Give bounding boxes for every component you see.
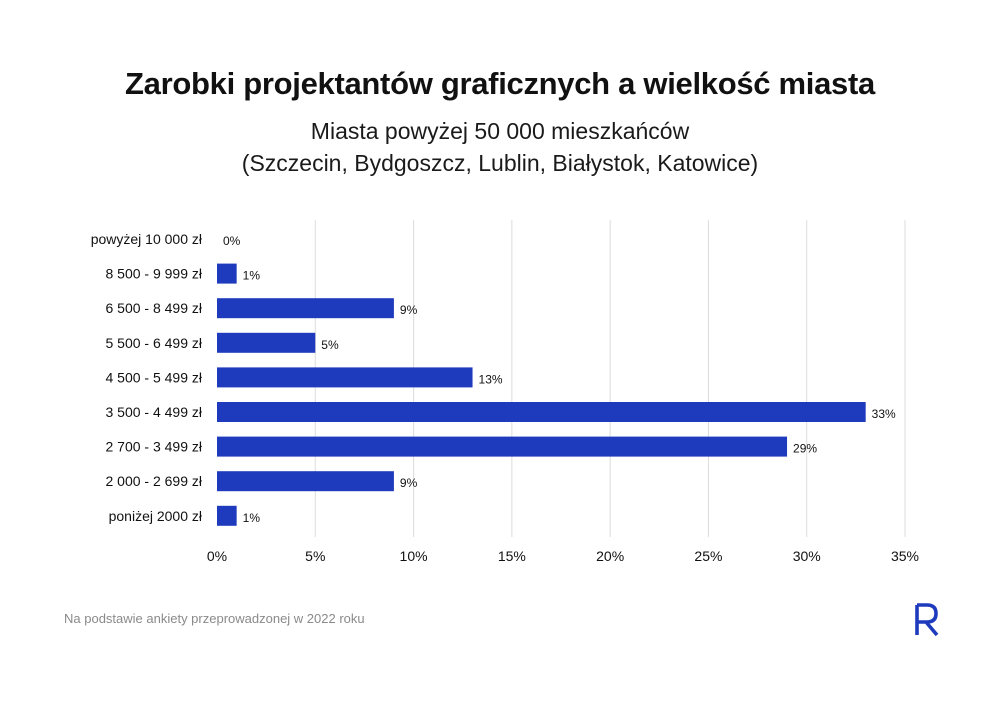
data-label: 33% xyxy=(872,407,896,421)
chart-title: Zarobki projektantów graficznych a wielk… xyxy=(125,66,875,101)
bar xyxy=(217,263,237,284)
bar xyxy=(217,436,788,457)
category-label: 4 500 - 5 499 zł xyxy=(105,369,202,385)
category-label: 2 700 - 3 499 zł xyxy=(105,439,202,455)
category-label: 5 500 - 6 499 zł xyxy=(105,335,202,351)
x-tick-label: 0% xyxy=(207,548,227,564)
x-tick-label: 5% xyxy=(305,548,325,564)
category-label: poniżej 2000 zł xyxy=(109,508,203,524)
bar xyxy=(217,298,394,319)
x-tick-label: 10% xyxy=(400,548,428,564)
x-tick-label: 25% xyxy=(694,548,722,564)
source-footnote: Na podstawie ankiety przeprowadzonej w 2… xyxy=(64,611,365,626)
category-label: 2 000 - 2 699 zł xyxy=(105,473,202,489)
data-label: 0% xyxy=(223,234,241,248)
r-letter-logo-icon xyxy=(915,603,939,637)
chart-subtitle-line2: (Szczecin, Bydgoszcz, Lublin, Białystok,… xyxy=(241,150,759,176)
bar xyxy=(217,332,316,353)
data-label: 13% xyxy=(479,372,503,386)
x-tick-label: 30% xyxy=(793,548,821,564)
x-tick-label: 20% xyxy=(596,548,624,564)
data-label: 1% xyxy=(243,269,261,283)
category-label: powyżej 10 000 zł xyxy=(91,231,203,247)
bar xyxy=(217,471,394,492)
data-label: 9% xyxy=(400,303,418,317)
x-tick-label: 15% xyxy=(498,548,526,564)
category-label: 8 500 - 9 999 zł xyxy=(105,266,202,282)
data-label: 5% xyxy=(321,338,339,352)
category-label: 3 500 - 4 499 zł xyxy=(105,404,202,420)
bar xyxy=(217,402,866,422)
category-label: 6 500 - 8 499 zł xyxy=(105,300,202,316)
x-tick-label: 35% xyxy=(891,548,919,564)
bar xyxy=(217,367,473,388)
bar xyxy=(217,505,237,526)
chart-subtitle-line1: Miasta powyżej 50 000 mieszkańców xyxy=(310,118,690,144)
data-label: 29% xyxy=(793,442,817,456)
data-label: 1% xyxy=(243,511,261,525)
data-label: 9% xyxy=(400,476,418,490)
